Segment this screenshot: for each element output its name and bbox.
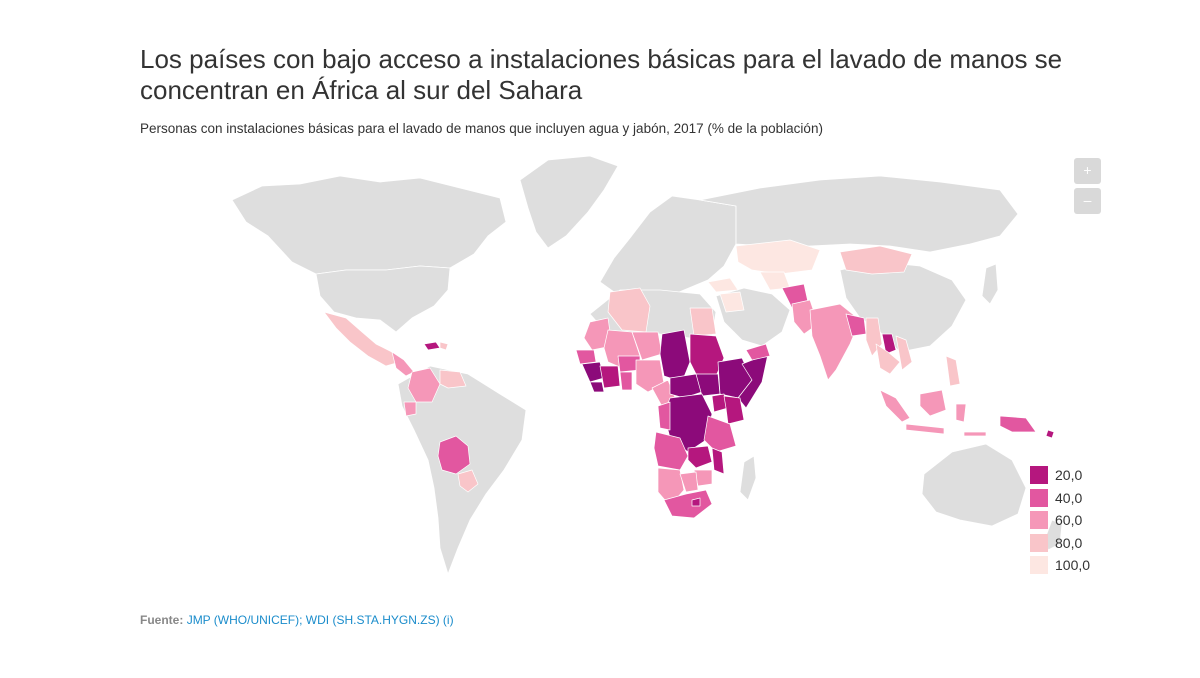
source-prefix: Fuente: (140, 613, 184, 627)
zoom-in-button[interactable]: + (1074, 158, 1101, 184)
malawi-mozambique[interactable] (711, 447, 725, 475)
ghana[interactable] (619, 371, 633, 391)
kenya[interactable] (723, 395, 745, 425)
paraguay[interactable] (457, 469, 479, 493)
china[interactable] (839, 261, 967, 353)
zambia[interactable] (687, 445, 713, 469)
central-america[interactable] (391, 351, 415, 377)
java[interactable] (905, 423, 945, 435)
dominican-republic[interactable] (439, 341, 449, 351)
liberia[interactable] (589, 381, 605, 393)
tanzania[interactable] (703, 415, 737, 453)
senegal[interactable] (575, 349, 597, 365)
chart-title: Los países con bajo acceso a instalacion… (140, 44, 1063, 105)
iraq-syria[interactable] (719, 291, 745, 313)
legend-item: 80,0 (1030, 532, 1090, 555)
russia[interactable] (699, 175, 1019, 253)
egypt[interactable] (689, 307, 717, 337)
cote-divoire[interactable] (599, 365, 621, 389)
legend-swatch (1030, 511, 1048, 530)
solomon-islands[interactable] (1045, 429, 1055, 439)
greenland[interactable] (519, 155, 619, 249)
laos-cambodia[interactable] (881, 333, 897, 355)
india[interactable] (809, 303, 861, 381)
legend-swatch (1030, 466, 1048, 485)
legend-label: 60,0 (1055, 512, 1083, 529)
madagascar[interactable] (739, 455, 757, 501)
zoom-out-button[interactable]: – (1074, 188, 1101, 214)
japan[interactable] (981, 263, 999, 305)
kazakhstan[interactable] (735, 239, 821, 275)
sulawesi[interactable] (955, 403, 967, 423)
mongolia[interactable] (839, 245, 913, 275)
yemen[interactable] (745, 343, 771, 361)
ecuador[interactable] (403, 401, 417, 417)
legend-label: 80,0 (1055, 534, 1083, 551)
lesotho[interactable] (691, 497, 701, 507)
botswana[interactable] (679, 471, 699, 493)
timor[interactable] (963, 431, 987, 437)
haiti[interactable] (423, 341, 441, 351)
australia[interactable] (921, 443, 1027, 527)
venezuela[interactable] (439, 369, 467, 389)
chad[interactable] (659, 329, 691, 383)
legend-item: 100,0 (1030, 554, 1090, 577)
legend-label: 20,0 (1055, 467, 1083, 484)
south-africa[interactable] (663, 489, 713, 519)
source-link[interactable]: JMP (WHO/UNICEF); WDI (SH.STA.HYGN.ZS) (… (186, 613, 454, 627)
chart-subtitle: Personas con instalaciones básicas para … (140, 121, 823, 136)
canada[interactable] (231, 175, 507, 275)
legend-item: 60,0 (1030, 509, 1090, 532)
congo[interactable] (657, 401, 671, 431)
source-note: Fuente: JMP (WHO/UNICEF); WDI (SH.STA.HY… (140, 613, 454, 627)
vietnam[interactable] (895, 335, 913, 371)
papua-new-guinea[interactable] (999, 415, 1037, 433)
sumatra[interactable] (879, 389, 911, 423)
legend-label: 100,0 (1055, 557, 1091, 574)
legend-swatch (1030, 488, 1048, 507)
borneo[interactable] (919, 389, 947, 417)
map-legend: 20,0 40,0 60,0 80,0 100,0 (1030, 464, 1090, 577)
legend-item: 20,0 (1030, 464, 1090, 487)
united-states[interactable] (315, 265, 451, 333)
legend-swatch (1030, 533, 1048, 552)
legend-item: 40,0 (1030, 487, 1090, 510)
new-zealand[interactable] (1045, 519, 1063, 551)
thailand-vietnam[interactable] (875, 343, 901, 375)
philippines[interactable] (945, 355, 961, 387)
turkey-caucasus[interactable] (707, 277, 739, 293)
guinea[interactable] (581, 361, 605, 383)
bolivia[interactable] (437, 435, 471, 475)
legend-swatch (1030, 556, 1048, 575)
legend-label: 40,0 (1055, 489, 1083, 506)
colombia[interactable] (407, 367, 441, 403)
